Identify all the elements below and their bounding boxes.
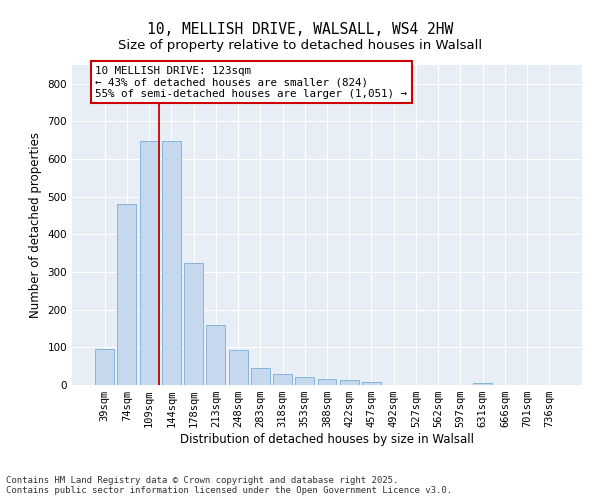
Text: 10 MELLISH DRIVE: 123sqm
← 43% of detached houses are smaller (824)
55% of semi-: 10 MELLISH DRIVE: 123sqm ← 43% of detach… [95, 66, 407, 99]
Bar [273, 374, 292, 385]
Bar [140, 141, 158, 385]
Bar [473, 383, 492, 385]
Bar [251, 368, 270, 385]
Bar [95, 349, 114, 385]
Bar [162, 141, 181, 385]
Bar [118, 204, 136, 385]
Y-axis label: Number of detached properties: Number of detached properties [29, 132, 42, 318]
Bar [317, 380, 337, 385]
Bar [184, 262, 203, 385]
Bar [362, 382, 381, 385]
Text: 10, MELLISH DRIVE, WALSALL, WS4 2HW: 10, MELLISH DRIVE, WALSALL, WS4 2HW [147, 22, 453, 38]
Bar [206, 325, 225, 385]
X-axis label: Distribution of detached houses by size in Walsall: Distribution of detached houses by size … [180, 433, 474, 446]
Bar [229, 350, 248, 385]
Text: Size of property relative to detached houses in Walsall: Size of property relative to detached ho… [118, 39, 482, 52]
Bar [295, 378, 314, 385]
Text: Contains HM Land Registry data © Crown copyright and database right 2025.
Contai: Contains HM Land Registry data © Crown c… [6, 476, 452, 495]
Bar [340, 380, 359, 385]
